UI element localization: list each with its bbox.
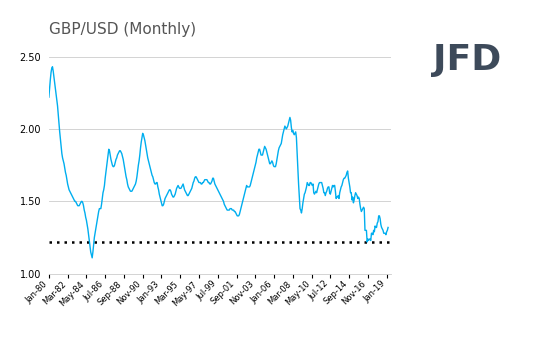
- Text: JFD: JFD: [433, 43, 501, 77]
- Text: GBP/USD (Monthly): GBP/USD (Monthly): [49, 22, 196, 37]
